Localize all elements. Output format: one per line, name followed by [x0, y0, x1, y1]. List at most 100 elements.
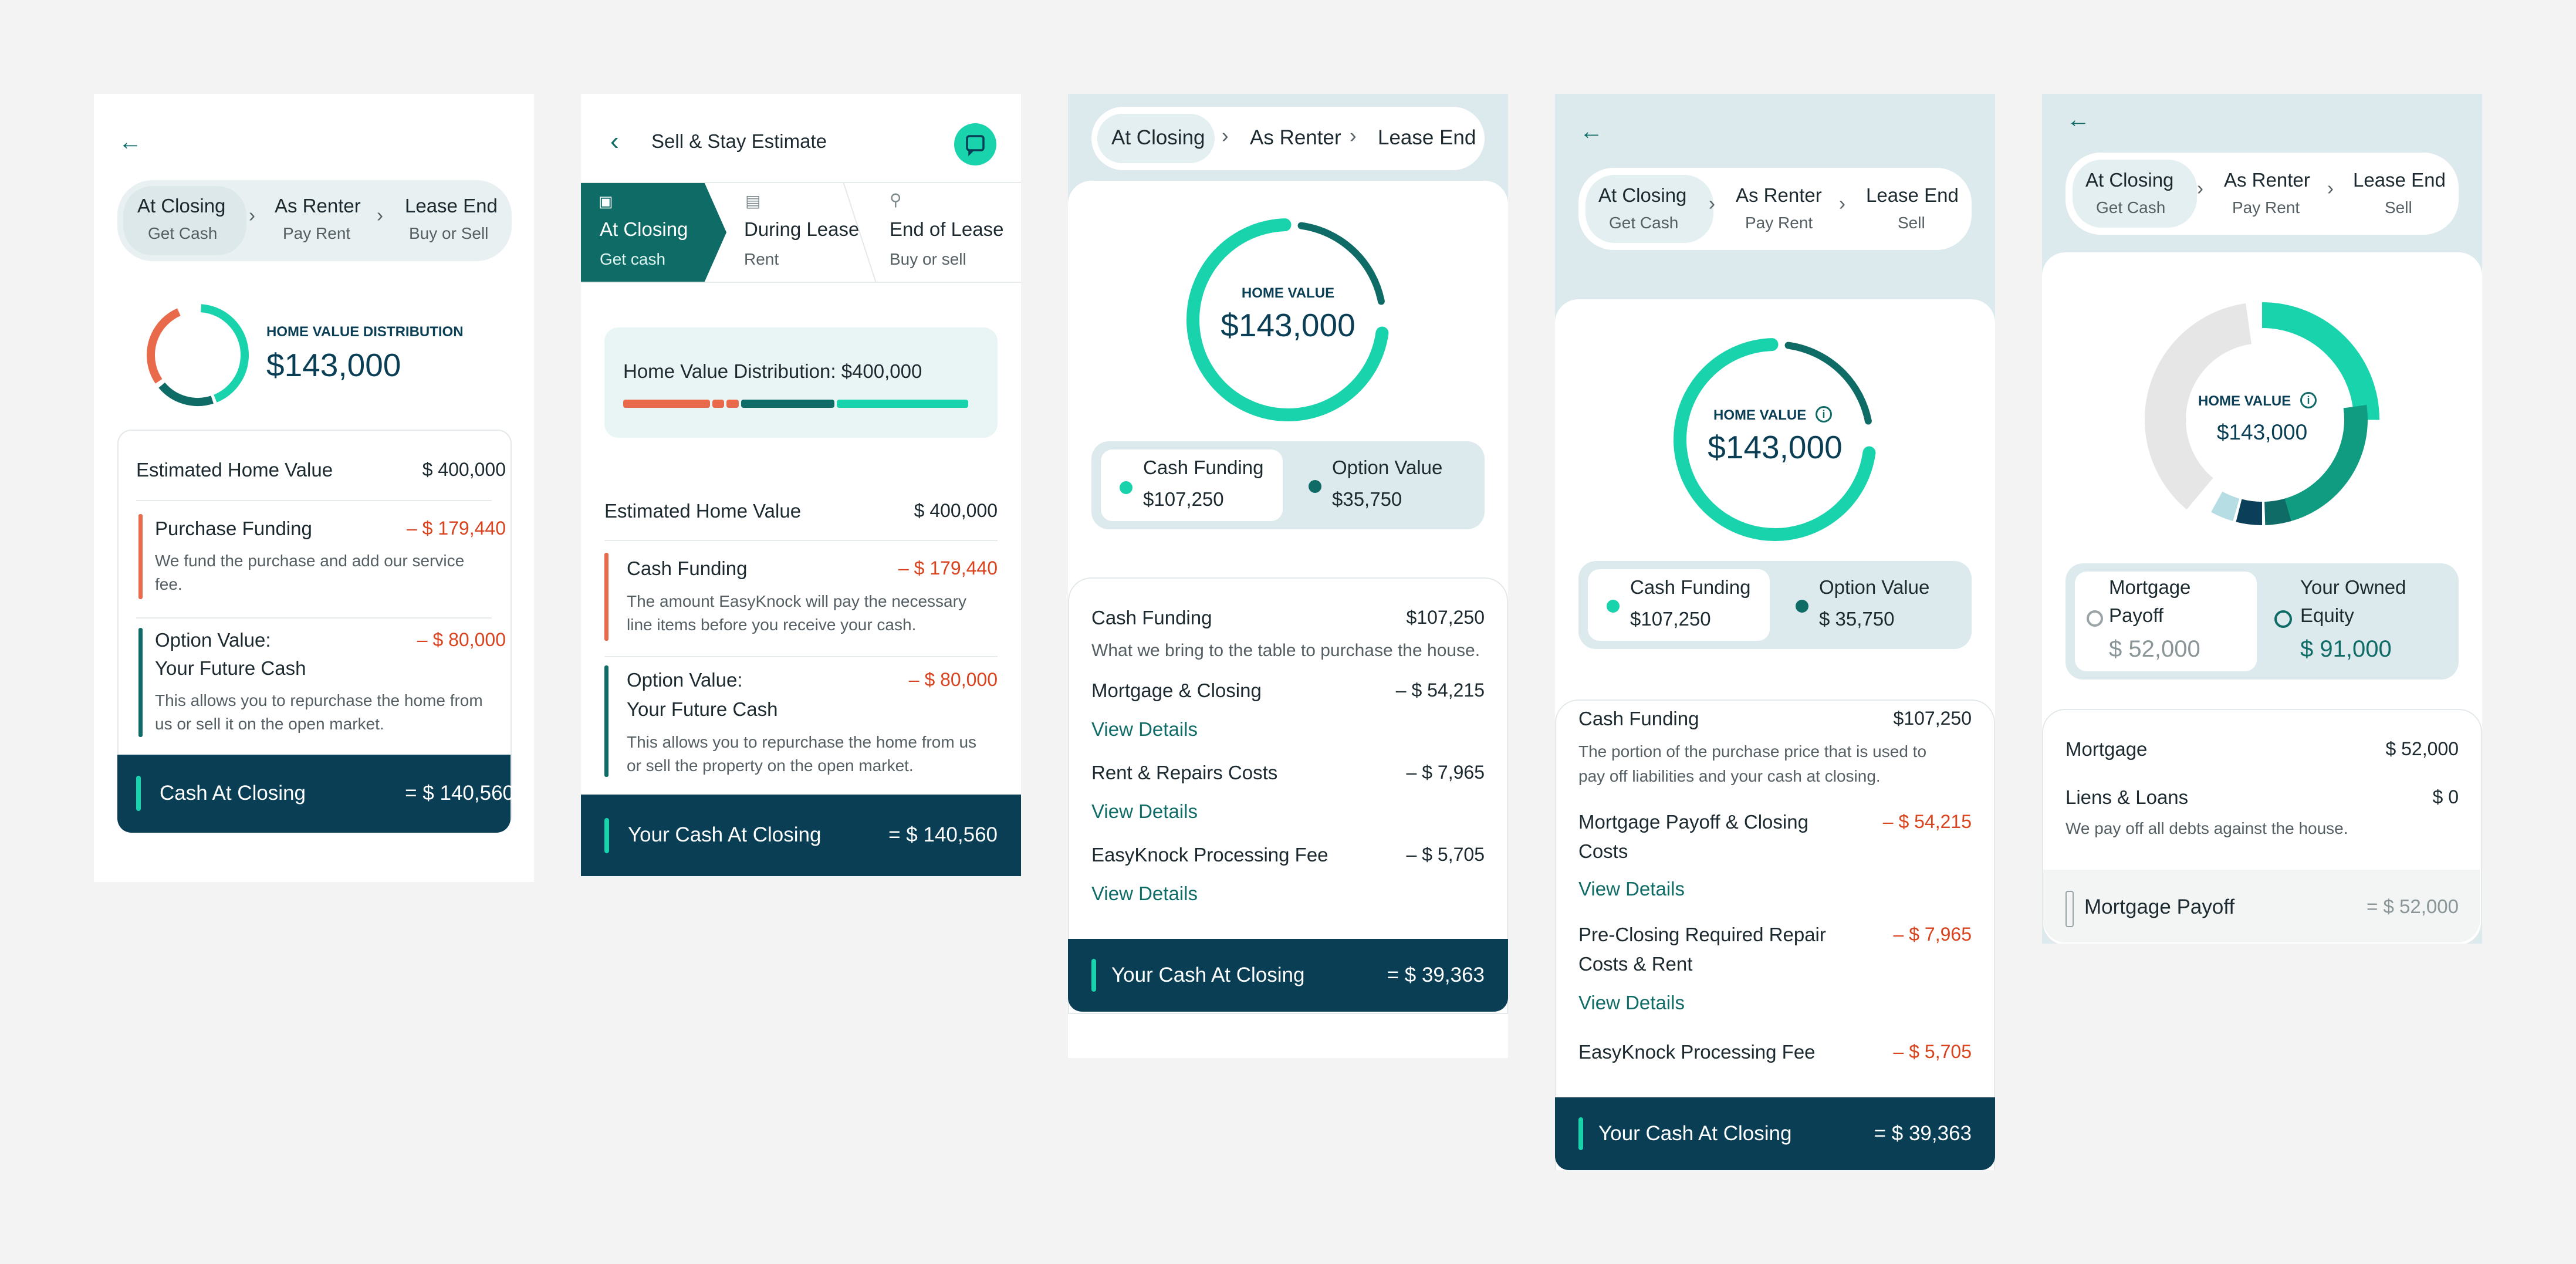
screen-3: At Closing › As Renter › Lease End HOME …	[1068, 94, 1508, 1058]
back-arrow-icon[interactable]: ←	[2067, 107, 2090, 133]
purchase-accent	[138, 514, 143, 599]
legend-value: $107,250	[1143, 488, 1224, 511]
view-details-link[interactable]: View Details	[1578, 878, 1685, 900]
legend-value: $ 35,750	[1819, 608, 1894, 630]
legend-value: $35,750	[1332, 488, 1402, 511]
donut-seg-option	[143, 300, 252, 410]
donut-seg-fee	[143, 300, 252, 410]
tab-label[interactable]: During Lease	[744, 218, 859, 241]
step-sub: Pay Rent	[2232, 198, 2300, 217]
legend-label: Option Value	[1819, 576, 1929, 599]
total-label: Your Cash At Closing	[1598, 1122, 1791, 1145]
step-sub: Get Cash	[2096, 198, 2165, 217]
liens-value: $ 0	[2433, 786, 2459, 808]
legend-label: Cash Funding	[1630, 576, 1750, 599]
ov-label-1: Option Value:	[155, 629, 271, 651]
mort-label: Mortgage	[2065, 738, 2147, 761]
ov-desc: This allows you to repurchase the home f…	[627, 731, 990, 778]
step-sub: Sell	[2385, 198, 2412, 217]
home-value-donut	[2141, 298, 2384, 541]
step-sub: Buy or Sell	[409, 224, 488, 243]
step-sub: Get Cash	[148, 224, 217, 243]
step-label[interactable]: Lease End	[405, 195, 498, 217]
legend-value: $ 91,000	[2300, 636, 2392, 663]
tab-label[interactable]: End of Lease	[890, 218, 1004, 241]
donut-value: $143,000	[2217, 420, 2307, 445]
ov-label-2: Your Future Cash	[155, 657, 306, 680]
step-sub: Sell	[1898, 214, 1925, 232]
dist-bar-segment	[726, 400, 739, 408]
est-label: Estimated Home Value	[604, 500, 801, 522]
cash-icon: ▣	[599, 192, 613, 211]
dist-bar-segment	[741, 400, 834, 408]
ov-value: – $ 80,000	[417, 629, 506, 651]
option-accent	[138, 628, 143, 737]
step-label[interactable]: As Renter	[275, 195, 361, 217]
rr-label: Rent & Repairs Costs	[1091, 762, 1277, 784]
info-icon[interactable]: i	[1816, 406, 1832, 423]
back-chevron-icon[interactable]: ‹	[610, 127, 619, 156]
view-details-link[interactable]: View Details	[1578, 992, 1685, 1014]
dist-label: HOME VALUE DISTRIBUTION	[266, 324, 464, 340]
step-label[interactable]: As Renter	[2224, 169, 2310, 191]
tab-label: At Closing	[600, 218, 688, 241]
pf-label: Purchase Funding	[155, 518, 312, 540]
est-value: $ 400,000	[422, 459, 506, 481]
chevron-right-icon: ›	[2197, 177, 2203, 200]
total-label: Your Cash At Closing	[628, 823, 821, 847]
cf-value: $107,250	[1894, 708, 1972, 729]
info-icon[interactable]: i	[2300, 392, 2317, 408]
step-sub: Pay Rent	[283, 224, 350, 243]
dist-card	[604, 327, 998, 438]
cf-desc: The amount EasyKnock will pay the necess…	[627, 590, 985, 637]
dist-label: Home Value Distribution: $400,000	[623, 360, 922, 383]
cf-label: Cash Funding	[627, 557, 747, 580]
view-details-link[interactable]: View Details	[1091, 800, 1198, 823]
back-arrow-icon[interactable]: ←	[1580, 119, 1603, 145]
cf-desc: The portion of the purchase price that i…	[1578, 739, 1954, 789]
legend-dot-option	[1309, 480, 1321, 493]
step-label[interactable]: As Renter	[1736, 184, 1822, 207]
step-label[interactable]: Lease End	[1866, 184, 1959, 207]
legend-label: Your Owned	[2300, 576, 2406, 599]
legend-value: $ 52,000	[2109, 636, 2200, 663]
view-details-link[interactable]: View Details	[1091, 718, 1198, 741]
total-value: = $ 52,000	[2367, 895, 2459, 918]
back-arrow-icon[interactable]: ←	[119, 129, 142, 156]
step-label: At Closing	[1598, 184, 1686, 207]
total-label: Your Cash At Closing	[1111, 964, 1304, 987]
cf-value: – $ 179,440	[898, 557, 998, 579]
chat-button[interactable]	[954, 123, 996, 165]
ek-label: EasyKnock Processing Fee	[1578, 1041, 1816, 1063]
step-label[interactable]: Lease End	[1378, 126, 1476, 150]
chevron-right-icon: ›	[1350, 124, 1357, 148]
ov-label-1: Option Value:	[627, 669, 743, 691]
legend-radio-equity[interactable]	[2274, 610, 2292, 628]
est-label: Estimated Home Value	[136, 459, 333, 481]
option-accent	[604, 665, 608, 777]
chevron-right-icon: ›	[249, 204, 255, 227]
step-label[interactable]: Lease End	[2353, 169, 2446, 191]
mort-value: $ 52,000	[2385, 738, 2459, 760]
screen-2: ‹ Sell & Stay Estimate ▣ At Closing Get …	[581, 94, 1021, 876]
view-details-link[interactable]: View Details	[1091, 883, 1198, 905]
cf-desc: What we bring to the table to purchase t…	[1091, 641, 1480, 661]
total-value: = $ 140,560	[888, 823, 998, 847]
step-label[interactable]: As Renter	[1250, 126, 1341, 150]
tab-sub: Buy or sell	[890, 250, 966, 269]
mc-value: – $ 54,215	[1396, 680, 1485, 701]
ek-value: – $ 5,705	[1407, 844, 1485, 866]
ov-value: – $ 80,000	[909, 669, 998, 691]
chevron-right-icon: ›	[2327, 177, 2334, 200]
home-value-donut	[143, 300, 252, 410]
tab-sub: Rent	[744, 250, 779, 269]
dist-bar-segment	[837, 400, 968, 408]
tab-sub: Get cash	[600, 250, 665, 269]
page-title: Sell & Stay Estimate	[651, 130, 827, 153]
legend-label: Option Value	[1332, 457, 1442, 479]
screen-1: ← At Closing Get Cash › As Renter Pay Re…	[94, 94, 534, 882]
legend-radio-mortgage[interactable]	[2087, 610, 2103, 627]
ek-label: EasyKnock Processing Fee	[1091, 844, 1328, 866]
cash-accent	[604, 553, 608, 641]
legend-label: Cash Funding	[1143, 457, 1263, 479]
